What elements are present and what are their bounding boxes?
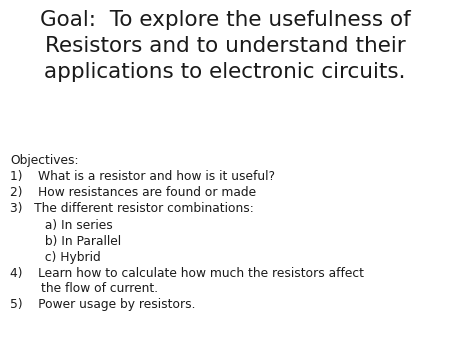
Text: c) Hybrid: c) Hybrid xyxy=(10,251,101,264)
Text: Objectives:: Objectives: xyxy=(10,154,78,167)
Text: 3)   The different resistor combinations:: 3) The different resistor combinations: xyxy=(10,202,254,215)
Text: 5)    Power usage by resistors.: 5) Power usage by resistors. xyxy=(10,298,195,311)
Text: the flow of current.: the flow of current. xyxy=(10,282,158,295)
Text: 4)    Learn how to calculate how much the resistors affect: 4) Learn how to calculate how much the r… xyxy=(10,267,364,280)
Text: Goal:  To explore the usefulness of
Resistors and to understand their
applicatio: Goal: To explore the usefulness of Resis… xyxy=(40,10,410,82)
Text: b) In Parallel: b) In Parallel xyxy=(10,235,121,248)
Text: 2)    How resistances are found or made: 2) How resistances are found or made xyxy=(10,186,256,199)
Text: 1)    What is a resistor and how is it useful?: 1) What is a resistor and how is it usef… xyxy=(10,170,275,183)
Text: a) In series: a) In series xyxy=(10,219,112,232)
